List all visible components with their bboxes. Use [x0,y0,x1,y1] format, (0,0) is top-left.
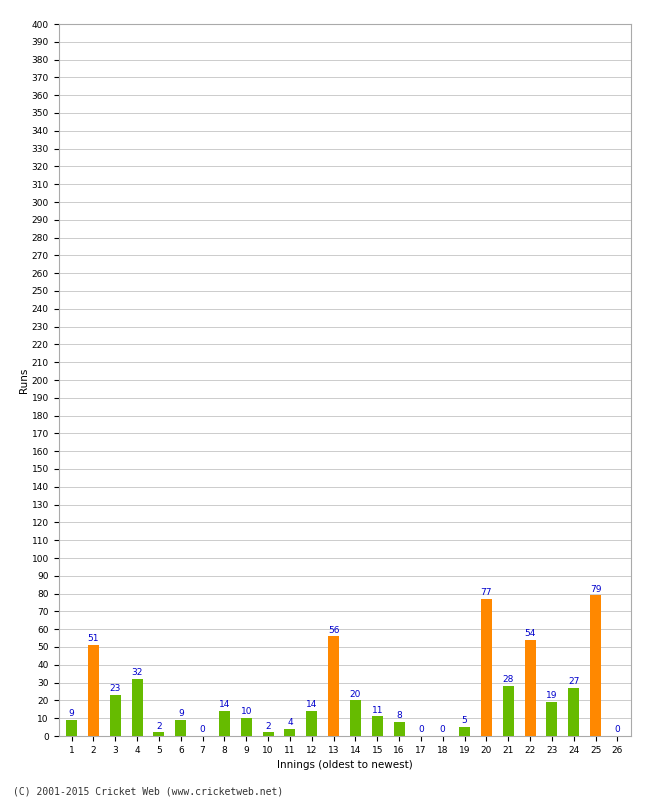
Bar [394,722,404,736]
Text: 5: 5 [462,716,467,726]
Text: 2: 2 [156,722,162,730]
Text: 4: 4 [287,718,292,727]
Text: 2: 2 [265,722,271,730]
Text: 77: 77 [480,588,492,597]
Text: 79: 79 [590,585,601,594]
Bar [153,733,164,736]
Bar [525,640,536,736]
Bar [328,636,339,736]
Text: 0: 0 [418,726,424,734]
Text: 10: 10 [240,707,252,717]
Text: 32: 32 [131,668,143,678]
Bar [110,695,121,736]
Bar [219,711,230,736]
Bar [372,717,383,736]
Text: 14: 14 [219,700,230,710]
Bar [176,720,186,736]
Bar [503,686,514,736]
Text: 56: 56 [328,626,339,634]
Text: 9: 9 [69,710,75,718]
Bar [350,701,361,736]
Text: 0: 0 [200,726,205,734]
Bar [590,595,601,736]
Text: 54: 54 [525,629,536,638]
Text: 19: 19 [546,691,558,701]
Bar [568,688,579,736]
Bar [547,702,557,736]
Bar [88,646,99,736]
Text: 20: 20 [350,690,361,698]
Text: 0: 0 [614,726,620,734]
Bar [132,679,142,736]
Text: 9: 9 [178,710,184,718]
Text: 14: 14 [306,700,317,710]
Y-axis label: Runs: Runs [19,367,29,393]
Text: 23: 23 [110,684,121,694]
Bar [306,711,317,736]
Bar [285,729,295,736]
Bar [66,720,77,736]
Bar [240,718,252,736]
Text: 8: 8 [396,711,402,720]
Text: 0: 0 [440,726,446,734]
Text: 51: 51 [88,634,99,643]
Text: (C) 2001-2015 Cricket Web (www.cricketweb.net): (C) 2001-2015 Cricket Web (www.cricketwe… [13,786,283,796]
Bar [481,599,492,736]
Bar [459,727,470,736]
Text: 11: 11 [372,706,383,714]
Text: 27: 27 [568,677,579,686]
Bar [263,733,274,736]
X-axis label: Innings (oldest to newest): Innings (oldest to newest) [277,760,412,770]
Text: 28: 28 [502,675,514,684]
